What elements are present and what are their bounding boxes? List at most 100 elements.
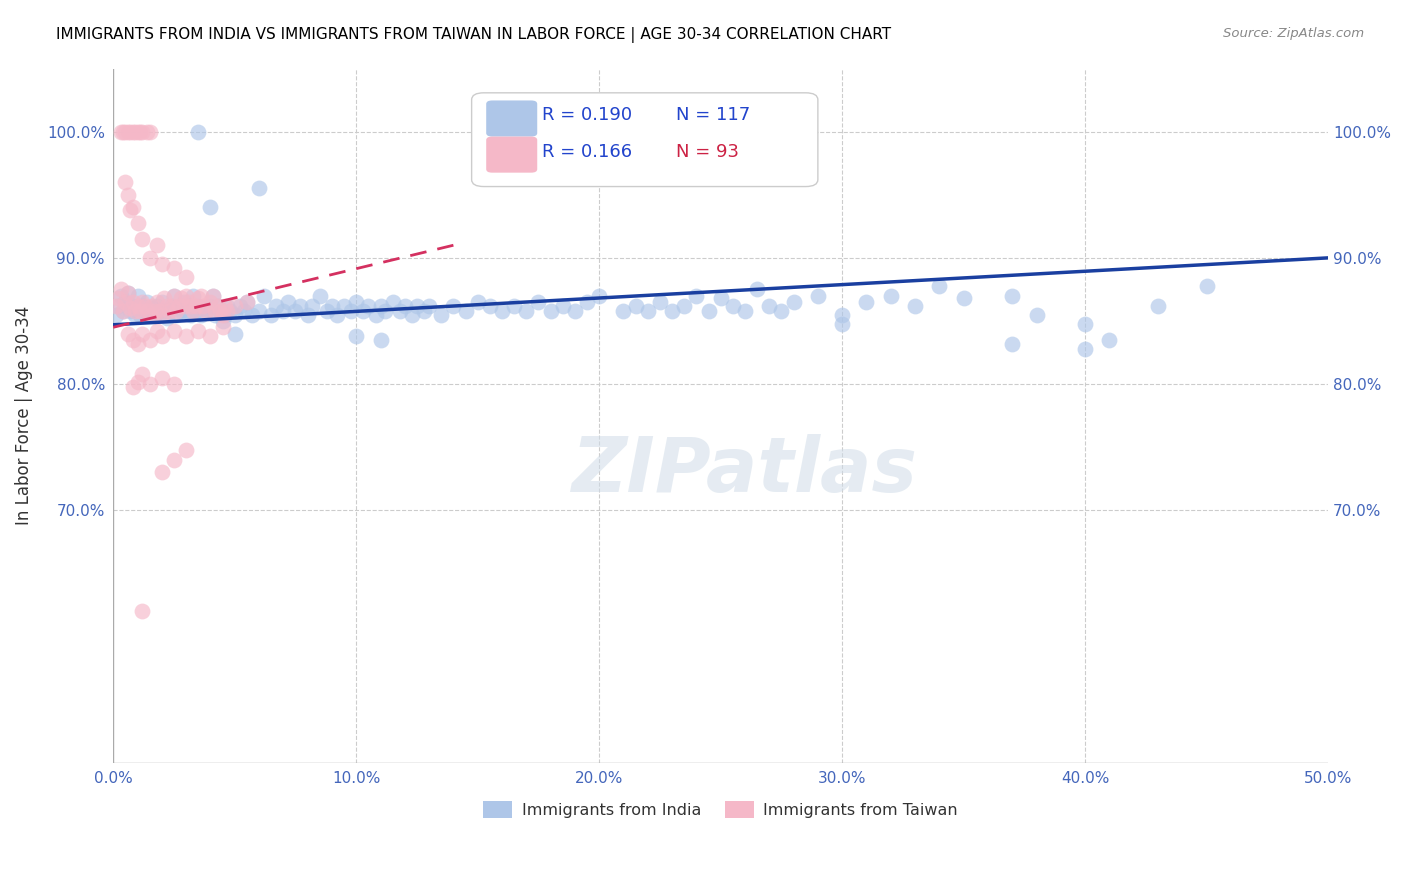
Point (394, 299, 416, 313)
Point (880, 289, 903, 303)
Point (163, 289, 186, 303)
Point (952, 291, 974, 305)
Point (551, 299, 574, 313)
Point (150, 329, 173, 343)
Point (146, 324, 169, 338)
Point (157, 304, 180, 318)
Text: N = 93: N = 93 (676, 143, 738, 161)
Point (127, 301, 149, 316)
Point (316, 304, 339, 318)
Point (153, 291, 176, 305)
Point (290, 299, 312, 313)
Point (478, 299, 501, 313)
Point (121, 333, 143, 347)
Text: R = 0.166: R = 0.166 (543, 143, 633, 161)
Point (173, 295, 195, 310)
Point (104, 308, 127, 322)
Point (111, 304, 134, 318)
Point (124, 308, 146, 322)
Point (120, 125, 142, 139)
Point (648, 295, 671, 310)
Point (308, 289, 330, 303)
Point (150, 308, 173, 322)
Point (697, 304, 720, 318)
Point (770, 304, 793, 318)
Point (117, 286, 139, 301)
Point (217, 304, 239, 318)
Point (120, 202, 142, 217)
Point (370, 299, 392, 313)
Point (224, 326, 246, 341)
Point (326, 308, 349, 322)
Point (136, 125, 159, 139)
Point (224, 299, 246, 313)
Point (190, 289, 212, 303)
Point (685, 289, 707, 303)
Point (284, 304, 307, 318)
Point (131, 232, 153, 246)
Point (187, 299, 209, 313)
Point (364, 308, 387, 322)
Point (141, 299, 163, 313)
Point (745, 282, 768, 296)
Point (134, 304, 156, 318)
Point (163, 453, 186, 467)
Point (807, 289, 830, 303)
Point (111, 125, 134, 139)
Point (134, 299, 156, 313)
Point (124, 125, 146, 139)
Point (127, 375, 149, 389)
Point (207, 299, 229, 313)
Point (146, 295, 169, 310)
Point (218, 304, 240, 318)
Point (240, 308, 263, 322)
Point (121, 299, 143, 313)
Point (114, 125, 136, 139)
FancyBboxPatch shape (486, 136, 537, 173)
Point (165, 308, 187, 322)
Point (831, 317, 853, 331)
Point (174, 289, 197, 303)
Point (624, 299, 647, 313)
Point (1025, 308, 1047, 322)
Point (217, 299, 239, 313)
Point (153, 304, 176, 318)
Point (191, 301, 214, 316)
Point (406, 299, 429, 313)
Point (200, 295, 222, 310)
Point (277, 295, 299, 310)
Point (381, 295, 404, 310)
Point (183, 304, 205, 318)
Point (503, 299, 526, 313)
Point (165, 304, 187, 318)
Point (344, 329, 367, 343)
Point (160, 299, 183, 313)
Point (163, 260, 186, 275)
Point (904, 299, 927, 313)
Point (1195, 278, 1218, 293)
Point (150, 257, 173, 271)
Point (209, 304, 232, 318)
Point (831, 308, 853, 322)
Point (148, 304, 170, 318)
Point (637, 304, 659, 318)
Point (163, 377, 186, 392)
Point (150, 466, 173, 480)
Point (201, 289, 224, 303)
Point (401, 308, 423, 322)
Point (127, 336, 149, 351)
Point (928, 278, 950, 293)
Point (734, 304, 756, 318)
Point (110, 282, 132, 296)
Point (214, 308, 236, 322)
Point (1098, 333, 1121, 347)
Point (515, 304, 537, 318)
Point (110, 125, 132, 139)
Point (131, 299, 153, 313)
Point (247, 304, 270, 318)
Point (141, 301, 163, 316)
Point (211, 320, 233, 334)
Point (211, 308, 233, 322)
Point (236, 295, 259, 310)
Point (156, 299, 179, 313)
